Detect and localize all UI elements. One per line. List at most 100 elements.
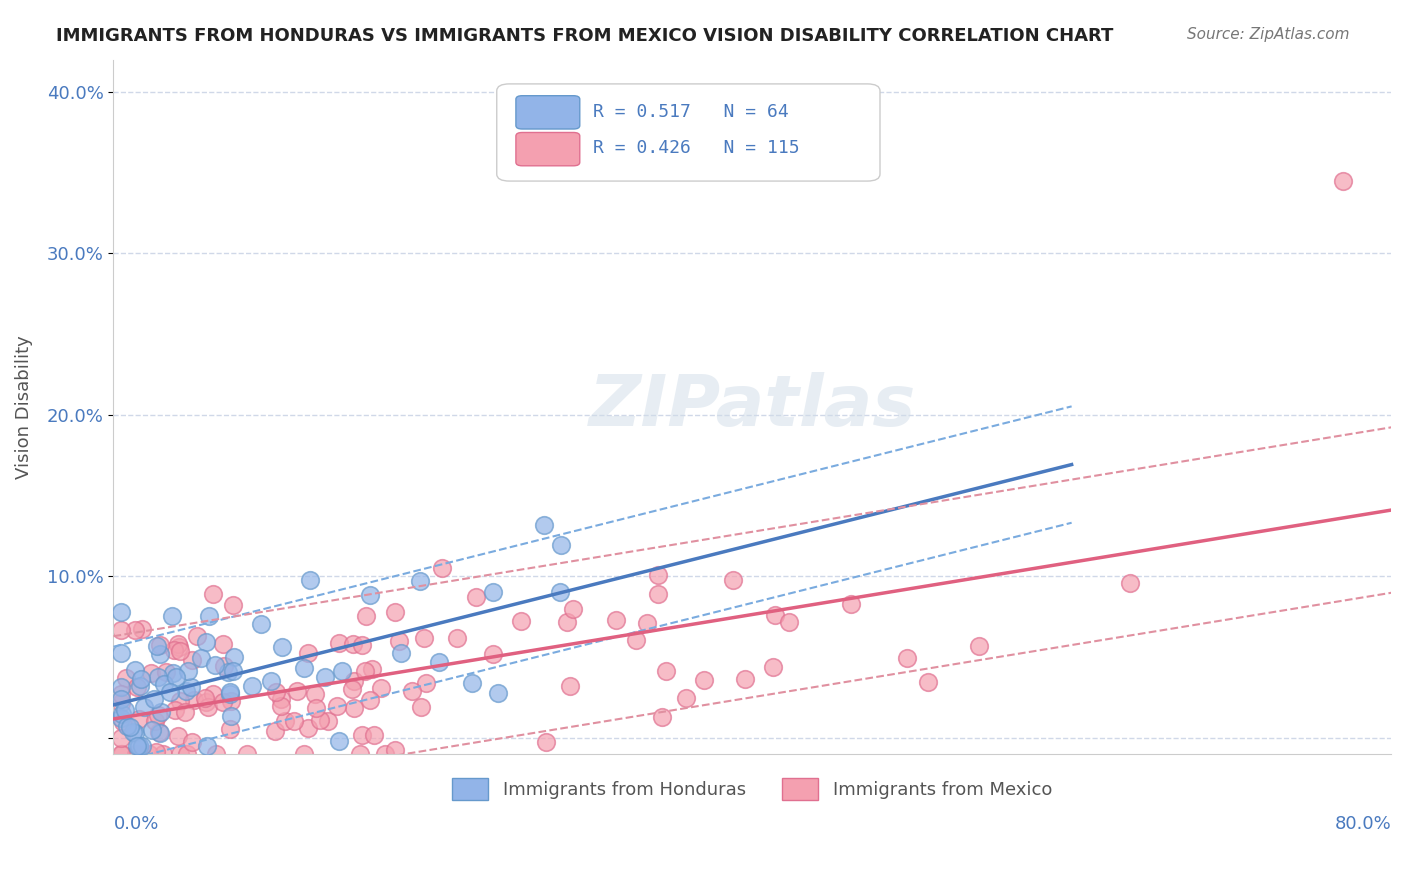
Point [146,708,169,723]
Point [465,591,488,605]
Point [169,694,191,708]
Point [343,700,366,714]
Point [219,694,242,708]
Text: R = 0.517   N = 64: R = 0.517 N = 64 [592,103,789,120]
Point [270,640,292,654]
Point [110,605,132,619]
Point [167,729,190,743]
Point [110,731,132,745]
Point [222,664,245,678]
Point [558,679,581,693]
Point [264,684,287,698]
Point [240,679,263,693]
Point [721,574,744,588]
Point [761,660,783,674]
Point [110,687,132,701]
Point [121,724,143,739]
Point [163,703,186,717]
Point [486,686,509,700]
Point [195,695,218,709]
Point [146,639,169,653]
Point [110,691,132,706]
Point [204,658,226,673]
Text: ZIPatlas: ZIPatlas [589,372,915,442]
Point [342,681,364,696]
Point [176,747,198,761]
Point [167,640,190,654]
Point [131,622,153,636]
Point [110,711,132,725]
Point [734,672,756,686]
Point [150,705,173,719]
Point [128,739,150,753]
Point [482,647,505,661]
Point [180,681,202,695]
Point [297,722,319,736]
Point [125,680,148,694]
Point [110,646,132,660]
Point [605,613,627,627]
Point [149,647,172,661]
Point [270,699,292,714]
Point [550,538,572,552]
FancyBboxPatch shape [496,84,880,181]
Point [283,714,305,728]
Point [190,651,212,665]
Point [222,598,245,612]
Point [896,650,918,665]
Point [326,698,349,713]
Point [236,747,259,761]
Point [401,684,423,698]
Point [432,561,454,575]
Point [224,650,246,665]
Point [162,666,184,681]
Point [388,633,411,648]
Point [356,609,378,624]
Point [159,685,181,699]
Point [330,664,353,678]
Point [298,573,321,587]
Point [548,585,571,599]
Text: R = 0.426   N = 115: R = 0.426 N = 115 [592,139,799,158]
Point [141,723,163,737]
Point [328,636,350,650]
Point [353,665,375,679]
Point [461,676,484,690]
Point [148,725,170,739]
Point [409,699,432,714]
Point [201,687,224,701]
Point [219,688,242,702]
Point [205,747,228,761]
Point [342,638,364,652]
Point [555,615,578,630]
Point [145,745,167,759]
Point [675,691,697,706]
Point [778,615,800,629]
Point [124,725,146,739]
Point [534,734,557,748]
Point [128,712,150,726]
Point [160,609,183,624]
Point [624,632,647,647]
Point [249,616,271,631]
Point [384,605,406,619]
Point [328,734,350,748]
Point [110,696,132,710]
Point [363,728,385,742]
Y-axis label: Vision Disability: Vision Disability [15,334,32,478]
Point [384,743,406,757]
Point [359,588,381,602]
Point [270,691,292,706]
Point [131,672,153,686]
Point [155,665,177,680]
Point [509,615,531,629]
Point [110,747,132,761]
Point [212,695,235,709]
Point [145,714,167,729]
Point [218,685,240,699]
Point [219,709,242,723]
Text: Source: ZipAtlas.com: Source: ZipAtlas.com [1187,27,1350,42]
Point [163,643,186,657]
Point [482,585,505,599]
Point [128,679,150,693]
